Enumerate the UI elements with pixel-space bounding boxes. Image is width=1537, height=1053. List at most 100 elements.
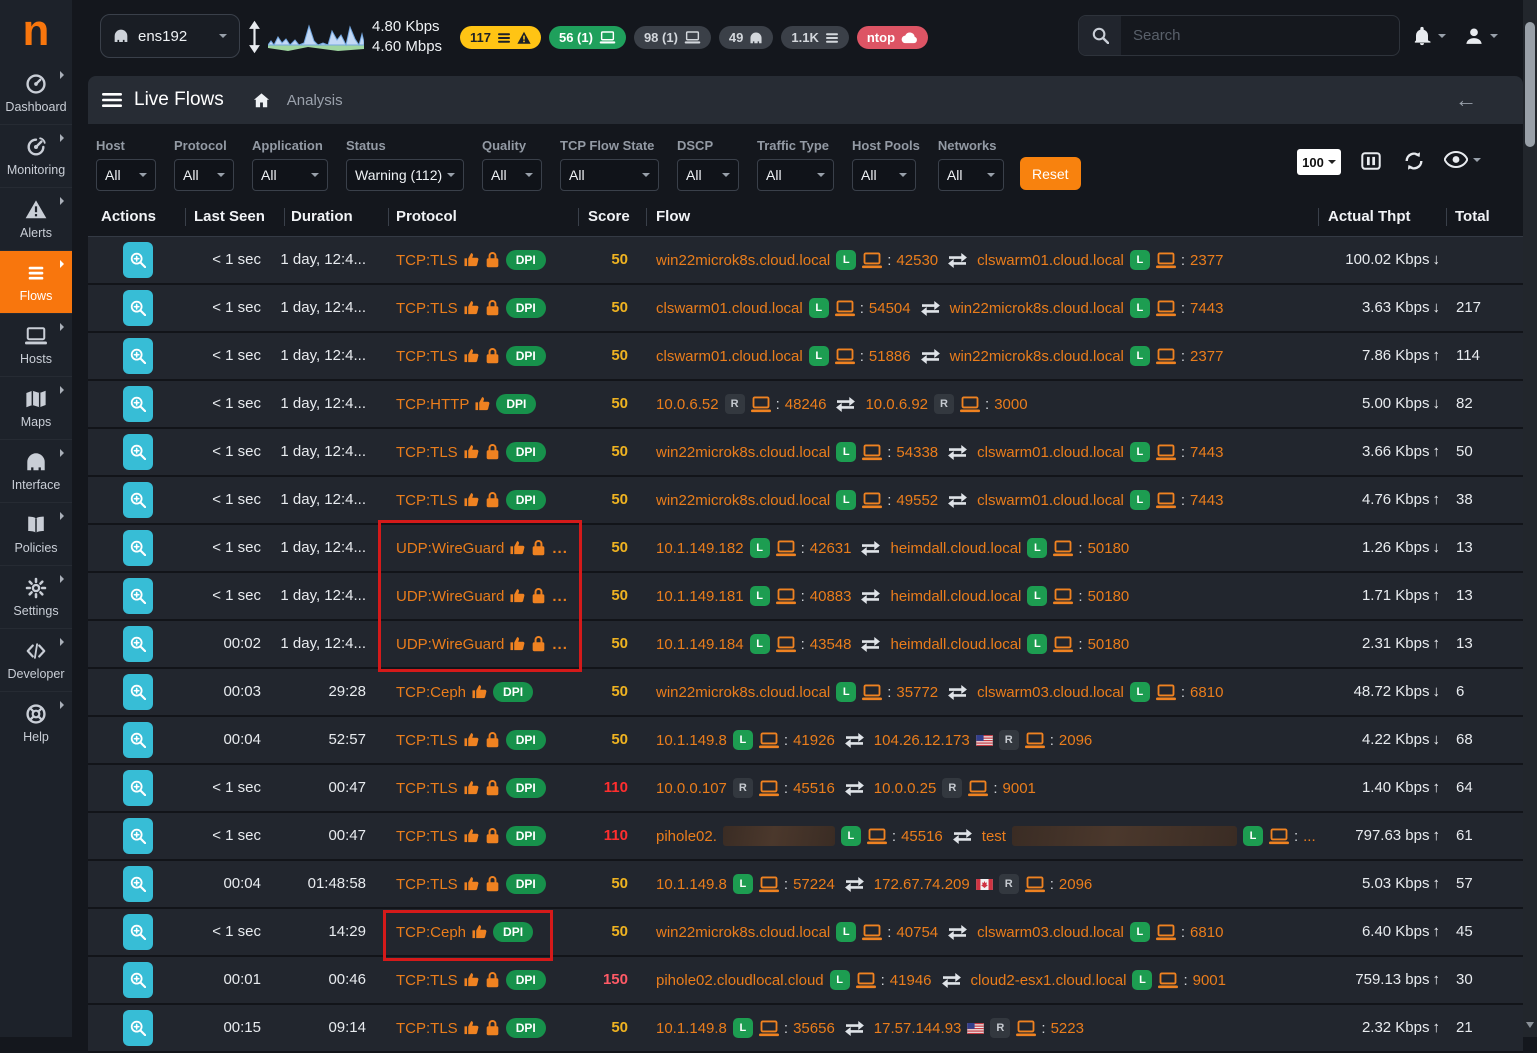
refresh-icon[interactable] bbox=[1403, 150, 1425, 172]
server-port-link[interactable]: 2096 bbox=[1059, 732, 1092, 749]
protocol-link[interactable]: TCP:TLS bbox=[396, 732, 458, 749]
topbar-badge-local-hosts[interactable]: 56 (1) bbox=[549, 26, 626, 49]
columns-config-icon[interactable] bbox=[1360, 150, 1382, 172]
col-flow[interactable]: Flow bbox=[656, 198, 690, 236]
flow-details-button[interactable] bbox=[123, 434, 153, 470]
topbar-badge-remote-hosts[interactable]: 98 (1) bbox=[634, 26, 711, 49]
server-host-link[interactable]: 172.67.74.209 bbox=[874, 876, 970, 893]
server-port-link[interactable]: 50180 bbox=[1088, 540, 1130, 557]
filter-tcp-flow-state-select[interactable]: All bbox=[560, 159, 659, 191]
back-arrow[interactable]: ← bbox=[1455, 89, 1477, 111]
flow-details-button[interactable] bbox=[123, 482, 153, 518]
client-port-link[interactable]: 45516 bbox=[793, 780, 835, 797]
flow-details-button[interactable] bbox=[123, 962, 153, 998]
sidebar-item-help[interactable]: Help bbox=[0, 691, 72, 754]
client-port-link[interactable]: 40754 bbox=[896, 924, 938, 941]
client-host-link[interactable]: clswarm01.cloud.local bbox=[656, 348, 803, 365]
server-port-link[interactable]: 9001 bbox=[1193, 972, 1226, 989]
col-score[interactable]: Score bbox=[588, 198, 630, 236]
server-host-link[interactable]: test bbox=[982, 828, 1006, 845]
client-host-link[interactable]: win22microk8s.cloud.local bbox=[656, 924, 830, 941]
flow-details-button[interactable] bbox=[123, 1010, 153, 1046]
client-port-link[interactable]: 41926 bbox=[793, 732, 835, 749]
server-host-link[interactable]: 17.57.144.93 bbox=[874, 1020, 962, 1037]
server-port-link[interactable]: 2377 bbox=[1190, 252, 1223, 269]
col-actions[interactable]: Actions bbox=[101, 198, 156, 236]
flow-details-button[interactable] bbox=[123, 242, 153, 278]
server-host-link[interactable]: clswarm01.cloud.local bbox=[977, 492, 1124, 509]
server-port-link[interactable]: 9001 bbox=[1003, 780, 1036, 797]
interface-selector[interactable]: ens192 bbox=[100, 14, 240, 58]
flow-details-button[interactable] bbox=[123, 770, 153, 806]
client-host-link[interactable]: clswarm01.cloud.local bbox=[656, 300, 803, 317]
client-host-link[interactable]: 10.1.149.181 bbox=[656, 588, 744, 605]
sidebar-item-flows[interactable]: Flows bbox=[0, 250, 72, 313]
col-protocol[interactable]: Protocol bbox=[396, 198, 457, 236]
client-host-link[interactable]: 10.1.149.8 bbox=[656, 876, 727, 893]
flow-details-button[interactable] bbox=[123, 386, 153, 422]
sidebar-item-hosts[interactable]: Hosts bbox=[0, 313, 72, 376]
client-host-link[interactable]: 10.1.149.184 bbox=[656, 636, 744, 653]
client-port-link[interactable]: 45516 bbox=[901, 828, 943, 845]
client-host-link[interactable]: win22microk8s.cloud.local bbox=[656, 252, 830, 269]
server-host-link[interactable]: clswarm01.cloud.local bbox=[977, 252, 1124, 269]
server-host-link[interactable]: 10.0.6.92 bbox=[865, 396, 928, 413]
search-icon-button[interactable] bbox=[1079, 16, 1121, 55]
sidebar-item-settings[interactable]: Settings bbox=[0, 565, 72, 628]
flow-details-button[interactable] bbox=[123, 578, 153, 614]
client-host-link[interactable]: 10.0.0.107 bbox=[656, 780, 727, 797]
filter-dscp-select[interactable]: All bbox=[677, 159, 739, 191]
ntopng-logo[interactable]: n bbox=[0, 0, 72, 62]
flow-details-button[interactable] bbox=[123, 866, 153, 902]
client-host-link[interactable]: 10.1.149.182 bbox=[656, 540, 744, 557]
filter-application-select[interactable]: All bbox=[252, 159, 328, 191]
home-icon[interactable] bbox=[252, 91, 271, 110]
client-port-link[interactable]: 48246 bbox=[785, 396, 827, 413]
server-host-link[interactable]: clswarm01.cloud.local bbox=[977, 444, 1124, 461]
flow-details-button[interactable] bbox=[123, 626, 153, 662]
sidebar-item-policies[interactable]: Policies bbox=[0, 502, 72, 565]
protocol-link[interactable]: TCP:TLS bbox=[396, 1020, 458, 1037]
protocol-link[interactable]: TCP:TLS bbox=[396, 492, 458, 509]
server-port-link[interactable]: 50180 bbox=[1088, 636, 1130, 653]
protocol-link[interactable]: TCP:TLS bbox=[396, 348, 458, 365]
protocol-link[interactable]: TCP:Ceph bbox=[396, 684, 466, 701]
client-port-link[interactable]: 35772 bbox=[896, 684, 938, 701]
flow-details-button[interactable] bbox=[123, 818, 153, 854]
scrollbar-thumb[interactable] bbox=[1525, 22, 1535, 147]
filter-traffic-type-select[interactable]: All bbox=[757, 159, 834, 191]
filter-protocol-select[interactable]: All bbox=[174, 159, 234, 191]
topbar-badge-ntop-cloud[interactable]: ntop bbox=[857, 26, 928, 49]
flow-details-button[interactable] bbox=[123, 674, 153, 710]
server-port-link[interactable]: 6810 bbox=[1190, 684, 1223, 701]
protocol-link[interactable]: TCP:TLS bbox=[396, 300, 458, 317]
protocol-link[interactable]: TCP:TLS bbox=[396, 828, 458, 845]
hamburger-icon[interactable] bbox=[102, 92, 122, 108]
refresh-rate-menu[interactable] bbox=[1444, 150, 1481, 169]
protocol-link[interactable]: TCP:HTTP bbox=[396, 396, 469, 413]
server-port-link[interactable]: 2096 bbox=[1059, 876, 1092, 893]
topbar-badge-flows-count[interactable]: 1.1K bbox=[781, 26, 848, 49]
filter-host-select[interactable]: All bbox=[96, 159, 156, 191]
search-input[interactable] bbox=[1121, 16, 1399, 55]
page-size-select[interactable]: 100 bbox=[1297, 149, 1341, 175]
client-host-link[interactable]: 10.0.6.52 bbox=[656, 396, 719, 413]
flow-details-button[interactable] bbox=[123, 530, 153, 566]
client-host-link[interactable]: win22microk8s.cloud.local bbox=[656, 684, 830, 701]
client-port-link[interactable]: 43548 bbox=[810, 636, 852, 653]
protocol-link[interactable]: TCP:TLS bbox=[396, 972, 458, 989]
filter-quality-select[interactable]: All bbox=[482, 159, 542, 191]
sidebar-item-alerts[interactable]: Alerts bbox=[0, 187, 72, 250]
col-duration[interactable]: Duration bbox=[291, 198, 353, 236]
client-port-link[interactable]: 42631 bbox=[810, 540, 852, 557]
client-host-link[interactable]: 10.1.149.8 bbox=[656, 732, 727, 749]
sidebar-item-monitoring[interactable]: Monitoring bbox=[0, 124, 72, 187]
protocol-link[interactable]: UDP:WireGuard bbox=[396, 540, 504, 557]
server-host-link[interactable]: cloud2-esx1.cloud.local bbox=[971, 972, 1127, 989]
flow-details-button[interactable] bbox=[123, 338, 153, 374]
sidebar-item-maps[interactable]: Maps bbox=[0, 376, 72, 439]
server-port-link[interactable]: 7443 bbox=[1190, 300, 1223, 317]
topbar-badge-alerts[interactable]: 117 bbox=[460, 26, 541, 49]
client-host-link[interactable]: win22microk8s.cloud.local bbox=[656, 444, 830, 461]
server-port-link[interactable]: 6810 bbox=[1190, 924, 1223, 941]
